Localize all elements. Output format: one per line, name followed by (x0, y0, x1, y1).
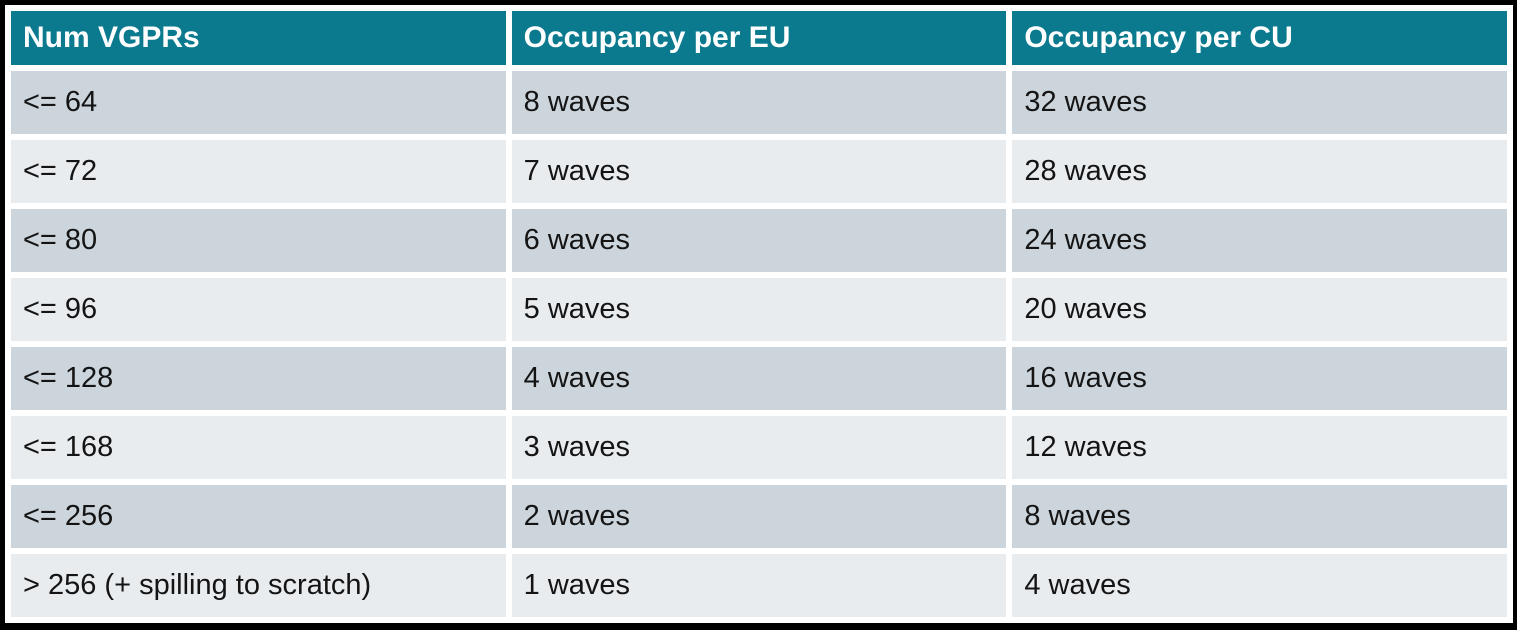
table-cell-vgprs: <= 256 (11, 485, 506, 548)
table-cell-vgprs: <= 128 (11, 347, 506, 410)
table-cell-eu: 7 waves (511, 140, 1007, 203)
table-cell-vgprs: <= 80 (11, 209, 506, 272)
table-row: <= 64 8 waves 32 waves (11, 71, 1507, 134)
table-row: <= 128 4 waves 16 waves (11, 347, 1507, 410)
table-cell-vgprs: <= 64 (11, 71, 506, 134)
table-cell-cu: 32 waves (1012, 71, 1507, 134)
table-cell-eu: 1 waves (511, 554, 1007, 617)
table-cell-eu: 5 waves (511, 278, 1007, 341)
table-header-row: Num VGPRs Occupancy per EU Occupancy per… (11, 11, 1507, 65)
table-cell-eu: 4 waves (511, 347, 1007, 410)
table-cell-cu: 24 waves (1012, 209, 1507, 272)
table-body: <= 64 8 waves 32 waves <= 72 7 waves 28 … (11, 71, 1507, 617)
table-cell-eu: 3 waves (511, 416, 1007, 479)
table-cell-cu: 16 waves (1012, 347, 1507, 410)
table-row: <= 72 7 waves 28 waves (11, 140, 1507, 203)
table-row: <= 96 5 waves 20 waves (11, 278, 1507, 341)
table-cell-cu: 4 waves (1012, 554, 1507, 617)
table-cell-cu: 8 waves (1012, 485, 1507, 548)
table-cell-eu: 6 waves (511, 209, 1007, 272)
table-row: > 256 (+ spilling to scratch) 1 waves 4 … (11, 554, 1507, 617)
table-cell-eu: 2 waves (511, 485, 1007, 548)
table-frame: Num VGPRs Occupancy per EU Occupancy per… (5, 5, 1513, 623)
table-row: <= 256 2 waves 8 waves (11, 485, 1507, 548)
table-cell-vgprs: <= 96 (11, 278, 506, 341)
table-cell-eu: 8 waves (511, 71, 1007, 134)
table-cell-vgprs: <= 168 (11, 416, 506, 479)
table-cell-cu: 20 waves (1012, 278, 1507, 341)
table-cell-vgprs: <= 72 (11, 140, 506, 203)
header-cell-occupancy-per-cu: Occupancy per CU (1012, 11, 1507, 65)
table-cell-cu: 12 waves (1012, 416, 1507, 479)
vgpr-occupancy-table: Num VGPRs Occupancy per EU Occupancy per… (5, 5, 1513, 623)
table-row: <= 168 3 waves 12 waves (11, 416, 1507, 479)
header-cell-num-vgprs: Num VGPRs (11, 11, 506, 65)
table-cell-vgprs: > 256 (+ spilling to scratch) (11, 554, 506, 617)
header-cell-occupancy-per-eu: Occupancy per EU (511, 11, 1007, 65)
table-cell-cu: 28 waves (1012, 140, 1507, 203)
table-row: <= 80 6 waves 24 waves (11, 209, 1507, 272)
